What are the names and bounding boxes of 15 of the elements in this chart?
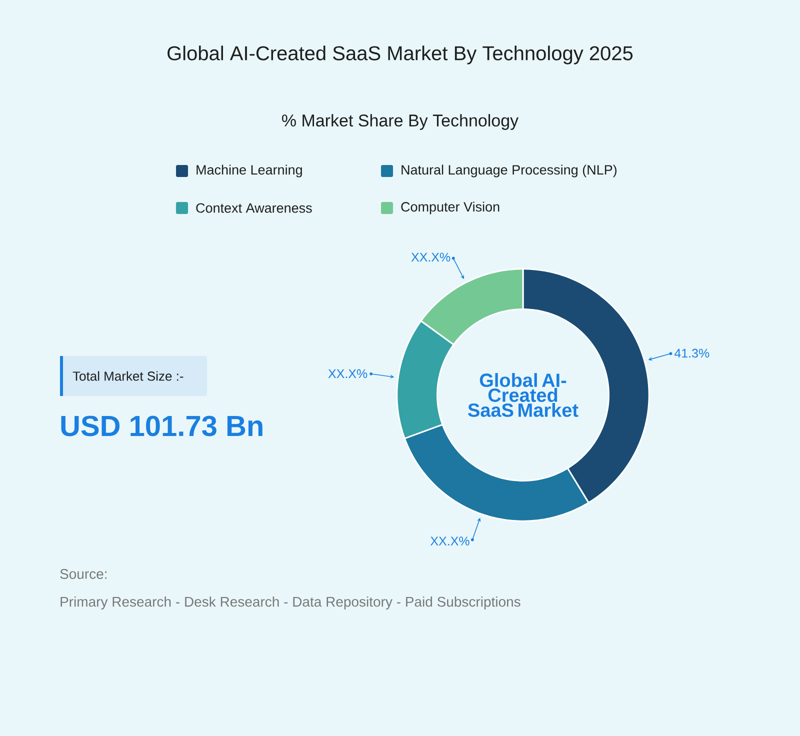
text: USD 101.73 Bn	[61, 416, 262, 436]
legend-label: Context Awareness	[196, 203, 312, 213]
legend-label: Machine Learning	[196, 164, 302, 178]
source-note: Source:	[60, 569, 106, 579]
chart-subtitle: % Market Share By Technology	[282, 114, 519, 130]
data-label: 41.3%	[674, 348, 710, 358]
data-label: XX.X%	[328, 369, 368, 378]
text: Global AI-Created SaaS Market	[468, 373, 578, 417]
data-label: XX.X%	[430, 536, 470, 546]
text: Total Market Size :-	[72, 371, 184, 381]
data-label: XX.X%	[411, 252, 450, 262]
text: Primary Research - Desk Research - Data Repository - Paid Subscriptions	[60, 596, 520, 610]
chart-title: Global AI-Created SaaS Market By Technology 2025	[168, 46, 633, 64]
legend-label: Natural Language Processing (NLP)	[402, 164, 617, 178]
legend-label: Computer Vision	[401, 202, 500, 214]
